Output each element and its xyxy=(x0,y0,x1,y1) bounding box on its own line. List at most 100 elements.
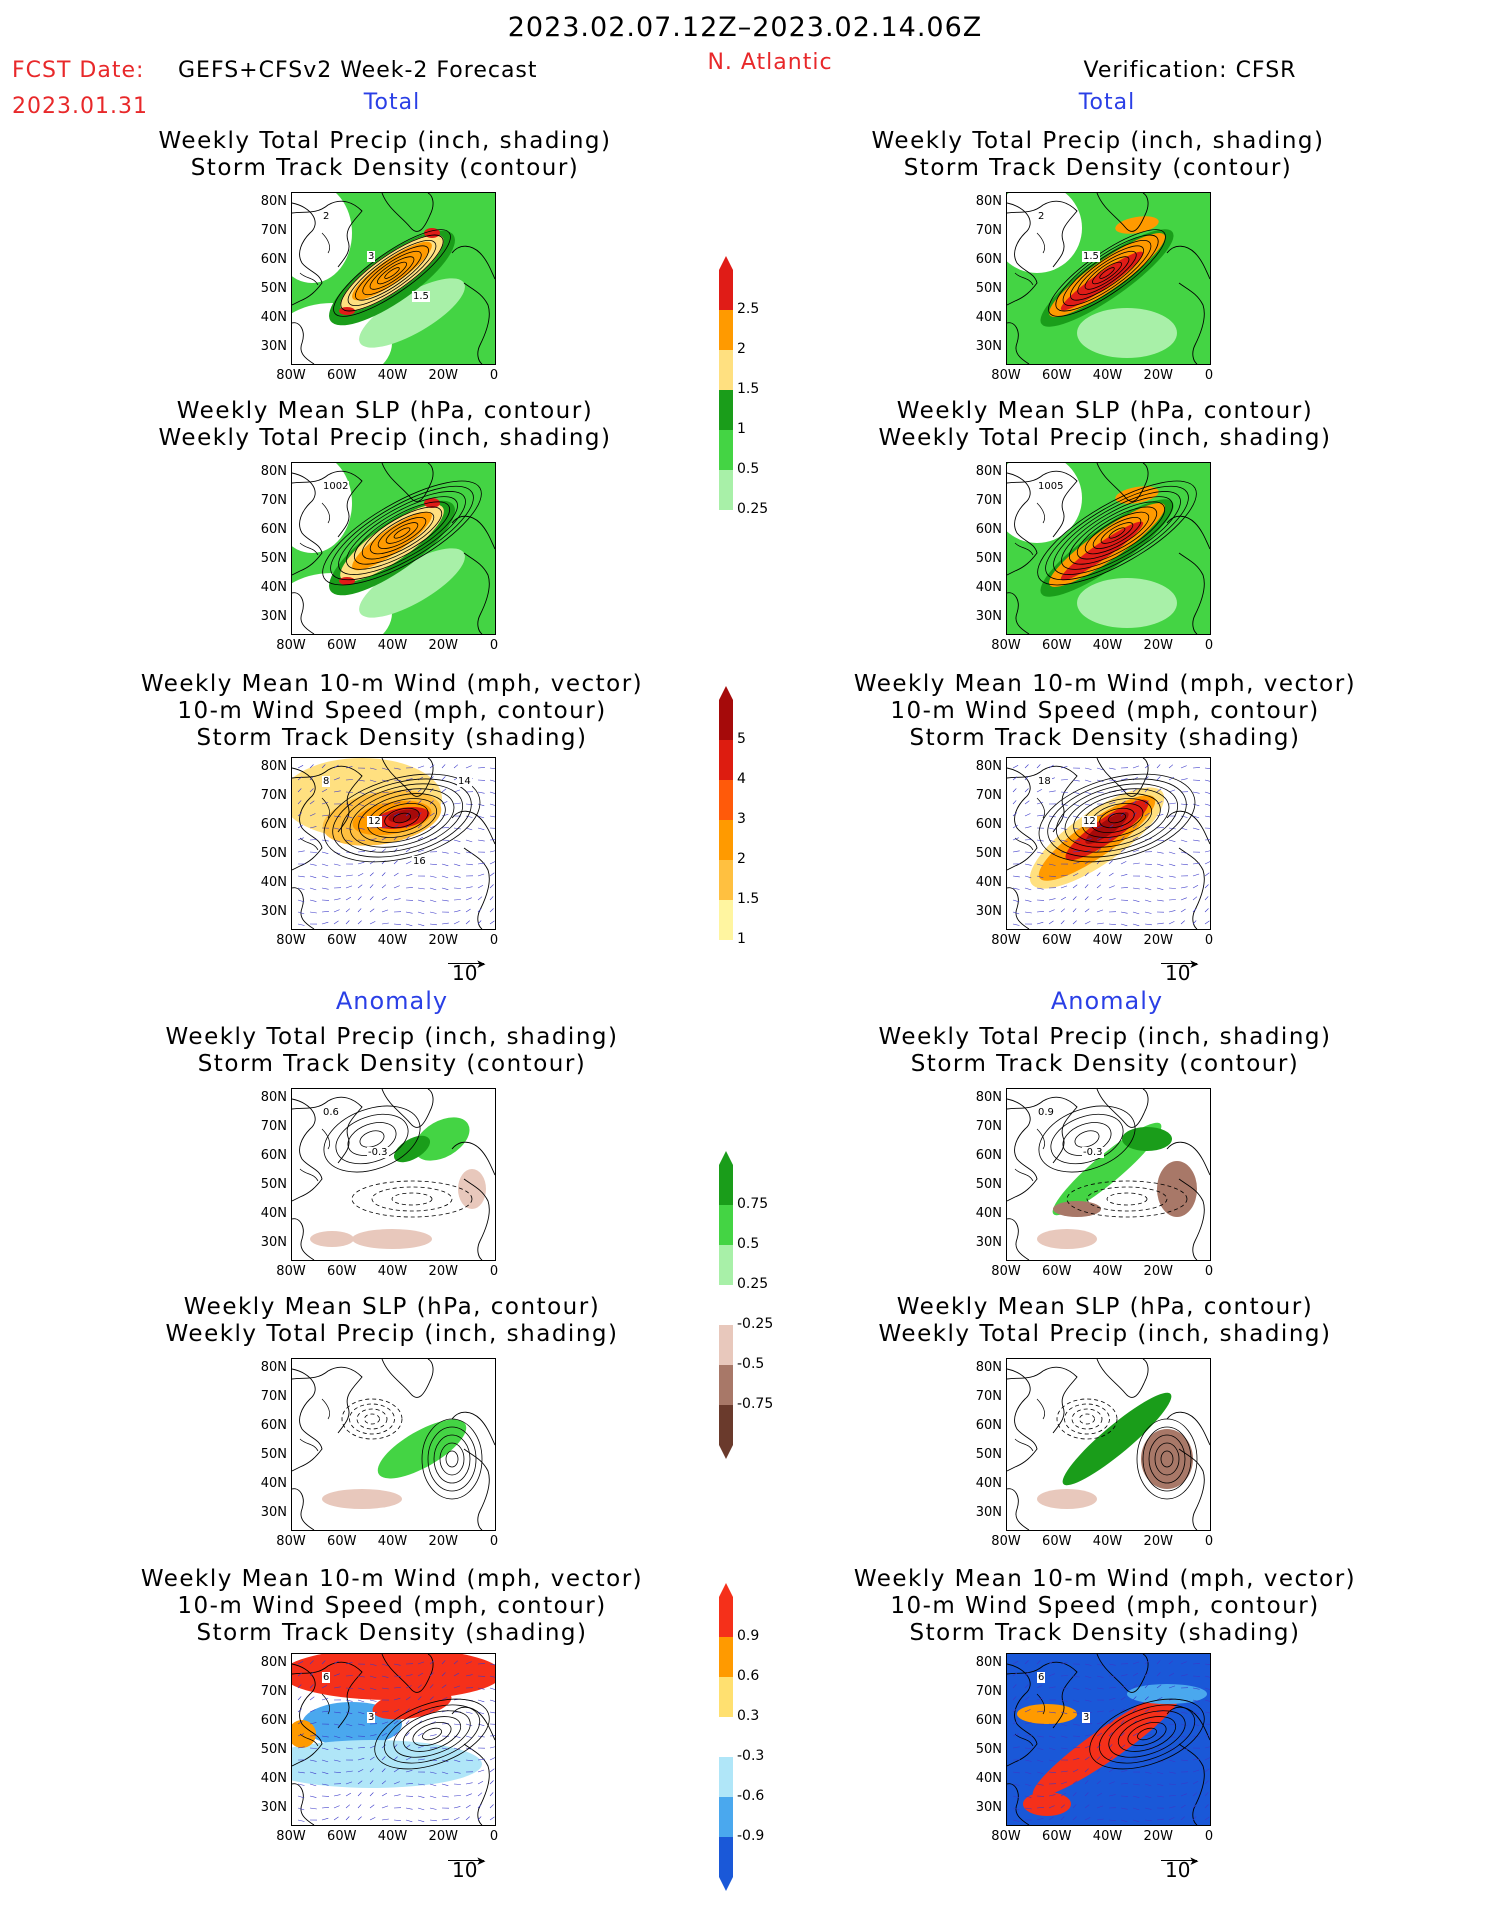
colorbar-segment xyxy=(719,1245,733,1285)
colorbar-segment xyxy=(719,1677,733,1717)
map-panel-cfsr-anom-precip: 0.9 -0.3 xyxy=(1006,1088,1211,1261)
fcst-date-label: FCST Date: xyxy=(12,58,145,83)
verification-label: Verification: CFSR xyxy=(1083,58,1297,83)
map-panel-fcst-anom-slp xyxy=(291,1358,496,1531)
lat-label: 40N xyxy=(975,1771,1002,1786)
contour-label: -0.3 xyxy=(367,1147,389,1158)
lon-label: 20W xyxy=(428,933,458,948)
lon-label: 40W xyxy=(1092,638,1123,653)
colorbar-label: -0.3 xyxy=(737,1748,765,1764)
lat-label: 50N xyxy=(975,281,1002,296)
lat-label: 70N xyxy=(260,223,287,238)
colorbar-segment xyxy=(719,350,733,390)
lat-label: 30N xyxy=(975,609,1002,624)
lat-label: 70N xyxy=(975,493,1002,508)
map-panel-fcst-precip: 2 3 1.5 xyxy=(291,192,496,365)
map-panel-cfsr-slp: 1005 xyxy=(1006,462,1211,635)
colorbar-label: 4 xyxy=(737,771,746,787)
colorbar-precip-total: 2.5 2 1.5 1 0.5 0.25 xyxy=(719,256,768,524)
colorbar-bottom-triangle xyxy=(719,940,733,954)
colorbar-track-total: 5 4 3 2 1.5 1 xyxy=(719,686,759,954)
colorbar-label: 1.5 xyxy=(737,891,760,907)
colorbar-segment xyxy=(719,1597,733,1637)
panel-title-fcst-wind-track: Weekly Mean 10-m Wind (mph, vector) 10-m … xyxy=(140,671,644,751)
colorbar-label: 1 xyxy=(737,421,746,437)
contour-label: 1.5 xyxy=(412,291,430,302)
lat-label: 30N xyxy=(975,904,1002,919)
contour-label: 6 xyxy=(1037,1672,1046,1683)
colorbar-label: 2 xyxy=(737,851,746,867)
colorbar-label: 0.75 xyxy=(737,1196,769,1212)
lon-label: 0 xyxy=(1204,368,1214,383)
colorbar-label: 5 xyxy=(737,731,746,747)
lat-label: 30N xyxy=(260,1800,287,1815)
lon-label: 40W xyxy=(377,1264,408,1279)
lat-label: 70N xyxy=(260,1119,287,1134)
colorbar-label: 3 xyxy=(737,811,746,827)
colorbar-segment xyxy=(719,1285,733,1325)
lat-label: 40N xyxy=(260,310,287,325)
colorbar-label: -0.5 xyxy=(737,1356,765,1372)
contour-label: 8 xyxy=(322,776,331,787)
lon-label: 0 xyxy=(489,368,499,383)
panel-title-fcst-precip-track: Weekly Total Precip (inch, shading) Storm… xyxy=(158,128,612,181)
lat-label: 80N xyxy=(260,1655,287,1670)
contour-label: 12 xyxy=(367,816,382,827)
lon-label: 80W xyxy=(991,933,1021,948)
lon-label: 80W xyxy=(991,1264,1021,1279)
colorbar-segment xyxy=(719,270,733,310)
map-panel-cfsr-wind: 18 12 xyxy=(1006,757,1211,930)
lat-label: 60N xyxy=(260,1418,287,1433)
lon-label: 0 xyxy=(489,933,499,948)
lon-label: 60W xyxy=(327,1264,357,1279)
contour-label: 0.6 xyxy=(322,1107,340,1118)
lon-label: 60W xyxy=(1042,638,1072,653)
lon-label: 60W xyxy=(327,368,357,383)
lon-label: 60W xyxy=(327,638,357,653)
contour-label: 16 xyxy=(412,856,427,867)
lat-label: 30N xyxy=(260,339,287,354)
panel-title-fcst-anom-wind-track: Weekly Mean 10-m Wind (mph, vector) 10-m … xyxy=(140,1566,644,1646)
lat-label: 70N xyxy=(975,223,1002,238)
panel-title-fcst-anom-precip-track: Weekly Total Precip (inch, shading) Storm… xyxy=(165,1024,619,1077)
colorbar-label: 0.25 xyxy=(737,501,769,517)
lat-label: 30N xyxy=(975,1235,1002,1250)
section-total-right: Total xyxy=(1078,90,1136,115)
colorbar-label: 0.9 xyxy=(737,1628,760,1644)
colorbar-top-triangle xyxy=(719,1151,733,1165)
lon-label: 40W xyxy=(377,368,408,383)
contour-label: 3 xyxy=(367,1712,376,1723)
lat-label: 80N xyxy=(975,1090,1002,1105)
contour-label: 18 xyxy=(1037,776,1052,787)
lon-label: 40W xyxy=(1092,933,1123,948)
lon-label: 20W xyxy=(428,1264,458,1279)
colorbar-segment xyxy=(719,1797,733,1837)
panel-title-cfsr-slp-precip: Weekly Mean SLP (hPa, contour) Weekly Tot… xyxy=(878,398,1332,451)
lat-label: 70N xyxy=(975,788,1002,803)
contour-label: 1005 xyxy=(1037,481,1065,492)
colorbar-label: -0.9 xyxy=(737,1828,765,1844)
contour-label: 12 xyxy=(1082,816,1097,827)
colorbar-top-triangle xyxy=(719,1583,733,1597)
colorbar-segment xyxy=(719,1365,733,1405)
colorbar-segment xyxy=(719,860,733,900)
lat-label: 60N xyxy=(975,1418,1002,1433)
lat-label: 30N xyxy=(975,1800,1002,1815)
colorbar-top-triangle xyxy=(719,256,733,270)
lat-label: 70N xyxy=(260,493,287,508)
lat-label: 70N xyxy=(260,788,287,803)
lat-label: 30N xyxy=(260,904,287,919)
lon-label: 80W xyxy=(276,1264,306,1279)
lat-label: 60N xyxy=(260,817,287,832)
lat-label: 60N xyxy=(260,252,287,267)
lat-label: 80N xyxy=(975,1655,1002,1670)
contour-label: 14 xyxy=(457,776,472,787)
panel-title-fcst-slp-precip: Weekly Mean SLP (hPa, contour) Weekly Tot… xyxy=(158,398,612,451)
lon-label: 40W xyxy=(1092,1829,1123,1844)
lat-label: 40N xyxy=(975,580,1002,595)
colorbar-bottom-triangle xyxy=(719,1877,733,1891)
lat-label: 80N xyxy=(260,1090,287,1105)
lat-label: 50N xyxy=(975,1447,1002,1462)
lon-label: 40W xyxy=(377,933,408,948)
lat-label: 40N xyxy=(975,1476,1002,1491)
